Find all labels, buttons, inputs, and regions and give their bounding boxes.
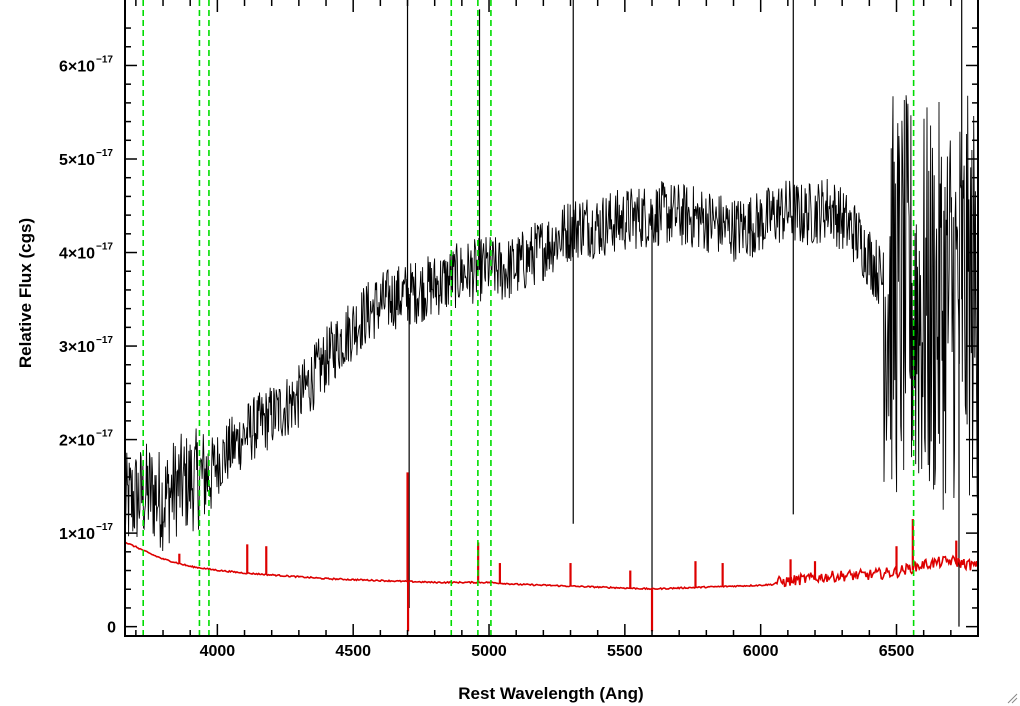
y-tick-exponent: −17 (96, 242, 113, 253)
y-tick-label: 6×10 (59, 58, 95, 75)
series-1-line (124, 95, 979, 552)
x-tick-label: 6500 (879, 643, 915, 660)
y-tick-exponent: −17 (96, 335, 113, 346)
x-tick-label: 4000 (200, 643, 236, 660)
x-tick-label: 4500 (335, 643, 371, 660)
y-tick-label: 1×10 (59, 526, 95, 543)
series-layer (124, 0, 979, 632)
x-tick-label: 6000 (743, 643, 779, 660)
y-tick-label: 3×10 (59, 339, 95, 356)
y-tick-label: 5×10 (59, 152, 95, 169)
y-axis-label: Relative Flux (cgs) (16, 218, 35, 368)
y-tick-exponent: −17 (96, 429, 113, 440)
resize-grip-icon[interactable] (1006, 692, 1018, 704)
y-tick-label: 2×10 (59, 433, 95, 450)
y-tick-exponent: −17 (96, 54, 113, 65)
x-axis-label: Rest Wavelength (Ang) (458, 684, 643, 703)
plot-frame (124, 0, 979, 637)
x-tick-label: 5000 (471, 643, 507, 660)
x-tick-label: 5500 (607, 643, 643, 660)
series-2-line (124, 541, 979, 591)
y-tick-label: 4×10 (59, 246, 95, 263)
y-tick-label: 0 (107, 620, 116, 637)
reference-lines-layer (142, 0, 915, 636)
y-tick-exponent: −17 (96, 148, 113, 159)
y-tick-exponent: −17 (96, 522, 113, 533)
